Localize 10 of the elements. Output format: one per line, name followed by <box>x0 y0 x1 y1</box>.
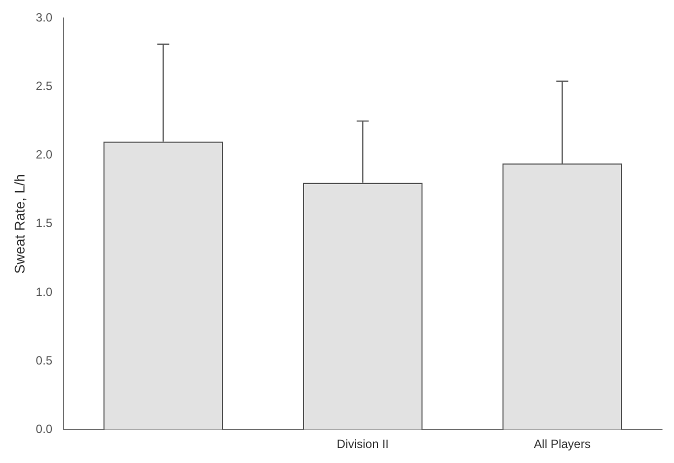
y-tick-label: 1.0 <box>36 284 53 299</box>
y-tick-label: 0.5 <box>36 353 53 368</box>
y-axis-title: Sweat Rate, L/h <box>11 174 28 274</box>
y-tick-label: 2.0 <box>36 148 53 162</box>
x-tick-label: Division II <box>336 437 389 452</box>
y-tick-label: 0.0 <box>36 422 53 436</box>
y-tick-label: 2.5 <box>36 79 53 94</box>
y-tick-label: 1.5 <box>36 216 53 230</box>
y-tick-label: 3.0 <box>36 10 53 25</box>
x-tick-label: All Players <box>534 437 591 452</box>
